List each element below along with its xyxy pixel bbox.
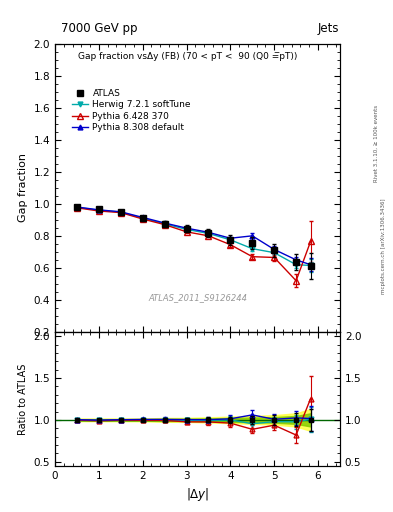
X-axis label: |$\Delta y$|: |$\Delta y$| — [186, 486, 209, 503]
Y-axis label: Gap fraction: Gap fraction — [18, 153, 28, 222]
Text: ATLAS_2011_S9126244: ATLAS_2011_S9126244 — [148, 293, 247, 302]
Text: Jets: Jets — [317, 22, 339, 35]
Text: Rivet 3.1.10, ≥ 100k events: Rivet 3.1.10, ≥ 100k events — [374, 105, 378, 182]
Text: 7000 GeV pp: 7000 GeV pp — [61, 22, 138, 35]
Legend: ATLAS, Herwig 7.2.1 softTune, Pythia 6.428 370, Pythia 8.308 default: ATLAS, Herwig 7.2.1 softTune, Pythia 6.4… — [68, 86, 195, 136]
Y-axis label: Ratio to ATLAS: Ratio to ATLAS — [18, 364, 28, 435]
Text: mcplots.cern.ch [arXiv:1306.3436]: mcplots.cern.ch [arXiv:1306.3436] — [381, 198, 386, 293]
Text: Gap fraction vsΔy (FB) (70 < pT <  90 (Q0 =̅pT)): Gap fraction vsΔy (FB) (70 < pT < 90 (Q0… — [78, 52, 297, 61]
